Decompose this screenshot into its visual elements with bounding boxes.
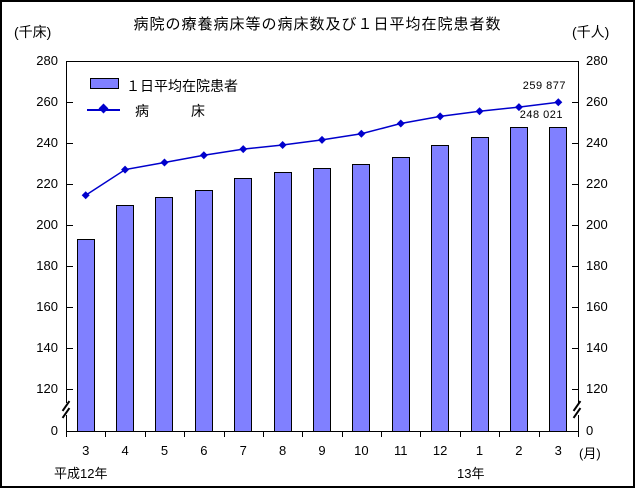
y-tick-left — [67, 348, 73, 349]
legend-bar-swatch — [90, 78, 119, 89]
y-axis-label-right-220: 220 — [586, 176, 608, 191]
right-axis-unit-label: (千人) — [572, 24, 610, 40]
bar-month-4 — [116, 204, 135, 432]
era-year-label-heisei12: 平成12年 — [54, 466, 108, 481]
x-tick — [184, 432, 186, 437]
y-axis-label-left-200: 200 — [36, 217, 58, 232]
line-last-value-annotation: 259 877 — [522, 80, 566, 92]
bar-last-value-annotation: 248 021 — [519, 109, 563, 121]
y-axis-label-left-280: 280 — [36, 53, 58, 68]
bar-month-10 — [352, 163, 371, 432]
x-axis-label-month-1: 1 — [475, 443, 484, 458]
y-axis-label-right-280: 280 — [586, 53, 608, 68]
bar-month-1 — [470, 136, 489, 432]
x-axis-label-month-12: 12 — [432, 443, 448, 458]
x-axis-label-month-8: 8 — [278, 443, 287, 458]
y-axis-label-right-180: 180 — [586, 258, 608, 273]
y-axis-label-left-120: 120 — [36, 381, 58, 396]
y-tick-right — [572, 184, 578, 185]
bar-month-3 — [549, 126, 568, 432]
y-axis-label-left-220: 220 — [36, 176, 58, 191]
x-tick — [66, 432, 67, 437]
y-tick-left — [67, 61, 73, 62]
y-axis-label-left-240: 240 — [36, 135, 58, 150]
y-tick-right — [572, 389, 578, 390]
x-axis-label-month-6: 6 — [200, 443, 208, 458]
y-tick-right — [572, 266, 578, 267]
x-tick — [223, 432, 225, 437]
y-tick-left — [67, 225, 73, 226]
x-tick — [262, 432, 264, 437]
y-axis-label-left-0: 0 — [50, 423, 58, 438]
month-unit-label: (月) — [579, 446, 601, 461]
x-tick — [420, 432, 422, 437]
y-axis-label-left-180: 180 — [36, 258, 58, 273]
x-tick — [459, 432, 461, 437]
bar-month-3 — [76, 239, 95, 432]
legend-line-label: 病 床 — [135, 103, 205, 119]
x-axis-label-month-9: 9 — [318, 443, 326, 458]
x-tick — [341, 432, 343, 437]
x-axis-label-month-7: 7 — [239, 443, 247, 458]
x-tick — [105, 432, 107, 437]
y-axis-label-right-0: 0 — [586, 423, 594, 438]
x-tick — [499, 432, 501, 437]
x-tick — [381, 432, 383, 437]
chart-title: 病院の療養病床等の病床数及び１日平均在院患者数 — [133, 16, 502, 33]
bar-month-9 — [313, 167, 331, 432]
x-axis-label-month-2: 2 — [515, 443, 523, 458]
bar-month-8 — [273, 171, 292, 432]
x-axis-label-month-3: 3 — [82, 443, 90, 458]
y-axis-label-right-240: 240 — [586, 135, 608, 150]
x-tick — [538, 432, 540, 437]
x-tick — [144, 432, 146, 437]
x-axis-label-month-5: 5 — [160, 443, 169, 458]
bar-month-5 — [155, 197, 174, 432]
y-axis-label-left-260: 260 — [36, 94, 58, 109]
x-axis-label-month-3: 3 — [554, 443, 562, 458]
y-axis-label-right-160: 160 — [586, 299, 608, 314]
x-axis-label-month-4: 4 — [121, 443, 129, 458]
y-tick-left — [67, 102, 73, 103]
y-axis-label-left-140: 140 — [36, 340, 58, 355]
y-tick-left — [67, 307, 73, 308]
y-axis-label-right-140: 140 — [586, 340, 608, 355]
y-tick-right — [572, 348, 578, 349]
y-tick-right — [572, 61, 578, 62]
y-tick-left — [67, 143, 73, 144]
x-tick — [578, 432, 579, 437]
bar-month-2 — [509, 126, 528, 432]
y-tick-right — [572, 102, 578, 103]
y-axis-label-right-260: 260 — [586, 94, 608, 109]
y-axis-label-right-120: 120 — [586, 381, 608, 396]
y-tick-left — [67, 184, 73, 185]
y-tick-right — [572, 143, 578, 144]
y-axis-label-right-200: 200 — [586, 217, 608, 232]
y-axis-label-left-160: 160 — [36, 299, 58, 314]
x-tick — [302, 432, 304, 437]
bar-month-11 — [391, 157, 410, 432]
legend-bar-label: １日平均在院患者 — [126, 78, 238, 94]
era-year-label-13: 13年 — [457, 466, 485, 481]
bar-month-6 — [194, 190, 213, 432]
left-axis-unit-label: (千床) — [14, 24, 52, 40]
x-axis-label-month-10: 10 — [354, 443, 369, 458]
y-tick-left — [67, 389, 73, 390]
y-tick-right — [572, 225, 578, 226]
y-tick-left — [67, 266, 73, 267]
x-axis-label-month-11: 11 — [394, 443, 408, 458]
y-tick-right — [572, 307, 578, 308]
bar-month-7 — [234, 177, 253, 432]
bar-month-12 — [431, 145, 450, 432]
